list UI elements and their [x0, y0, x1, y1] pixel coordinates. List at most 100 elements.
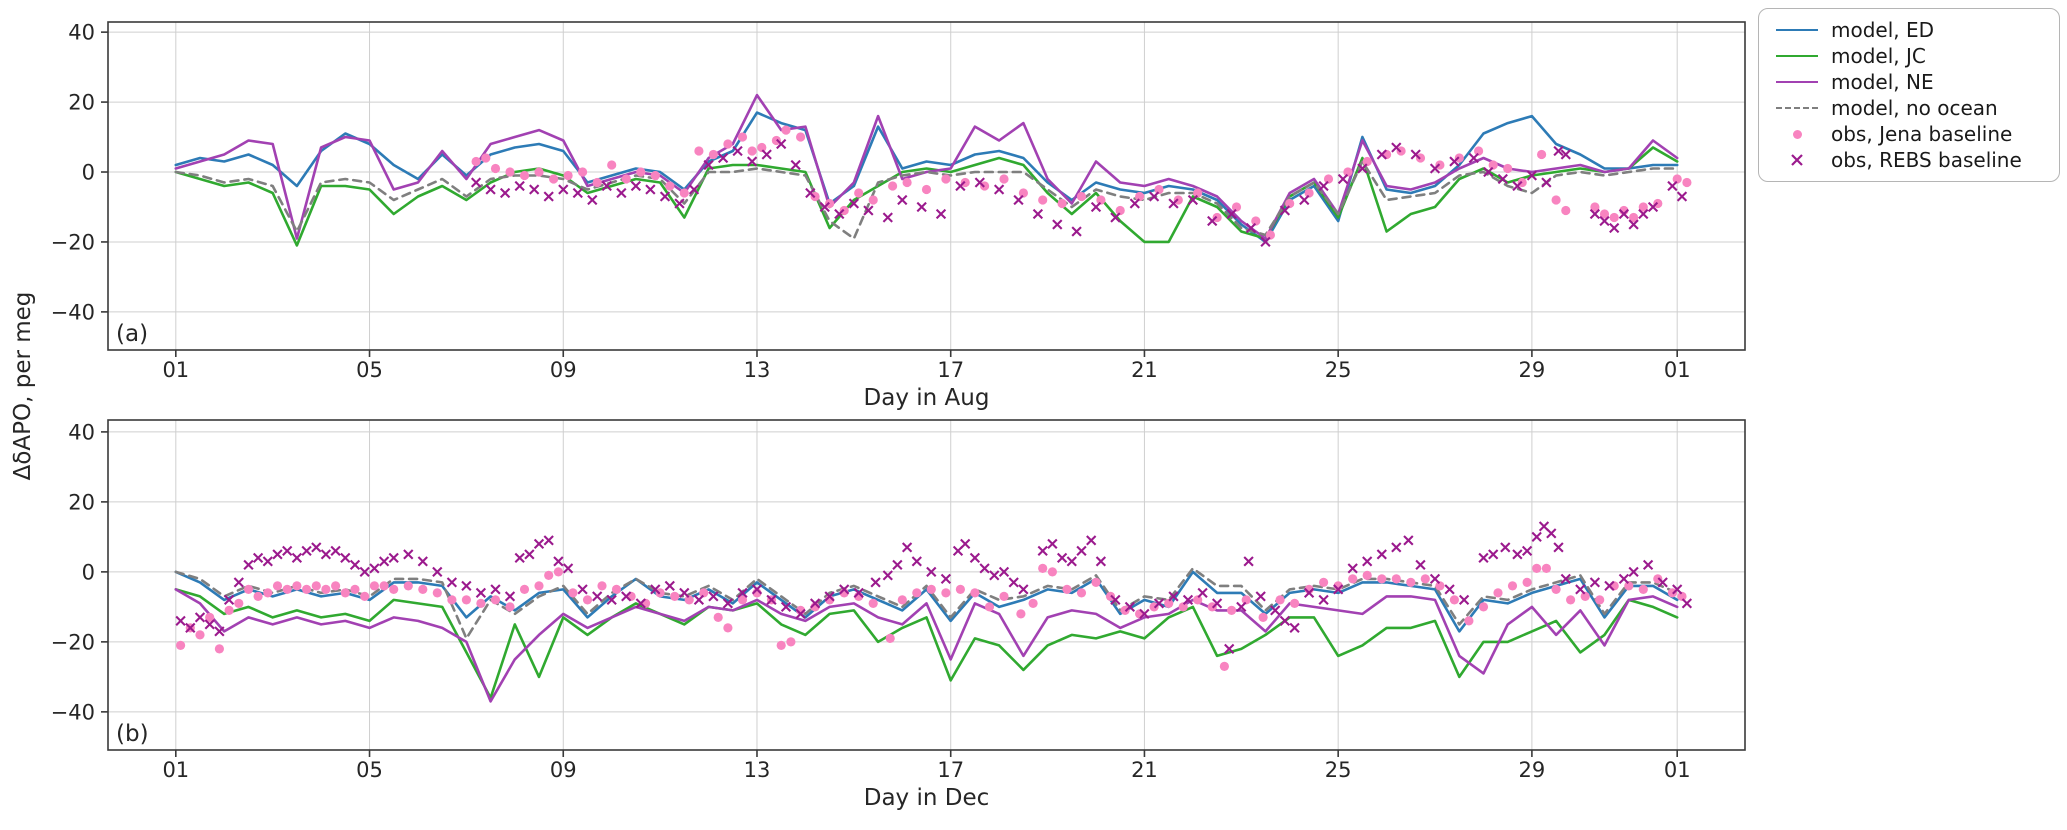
legend-item-label: model, JC	[1831, 44, 1926, 68]
obs-jena-point	[1241, 595, 1251, 605]
obs-jena-point	[1609, 581, 1619, 591]
obs-rebs-point	[1357, 163, 1368, 174]
obs-jena-point	[1493, 588, 1503, 598]
obs-rebs-point	[1168, 591, 1179, 602]
obs-jena-point	[534, 581, 544, 591]
panel-a: 01 05 09 13 17 21 25 29 01 40 20 0 −20 −40 Day in Aug (…	[51, 21, 1746, 411]
obs-rebs-point	[1512, 180, 1523, 192]
panel-label: (b)	[116, 721, 149, 747]
series-model-JC	[174, 588, 1679, 700]
obs-jena-point	[476, 598, 486, 609]
obs-rebs-point	[1303, 587, 1315, 599]
obs-jena-point	[1193, 188, 1203, 198]
y-tick-label: 20	[68, 91, 95, 115]
obs-rebs-point	[630, 180, 642, 192]
obs-jena-point	[1362, 570, 1372, 581]
obs-jena-point	[1507, 581, 1518, 591]
obs-rebs-point	[185, 622, 196, 634]
obs-jena-point	[1290, 598, 1300, 609]
x-tick-label: 13	[744, 358, 771, 382]
obs-jena-point	[781, 125, 791, 135]
obs-jena-point	[626, 591, 636, 602]
obs-jena-point	[1178, 602, 1188, 612]
x-tick-label: 29	[1519, 358, 1546, 382]
obs-rebs-point	[432, 566, 443, 578]
obs-rebs-point	[1008, 577, 1019, 588]
obs-rebs-point	[703, 159, 714, 171]
obs-jena-point	[885, 633, 895, 644]
obs-jena-point	[897, 595, 907, 605]
obs-jena-point	[1449, 595, 1459, 605]
obs-rebs-point	[1318, 594, 1329, 606]
line-swatch-icon	[1769, 29, 1825, 31]
obs-jena-point	[1135, 609, 1145, 619]
legend-item-model-ed: model, ED	[1769, 17, 2047, 43]
obs-rebs-point	[974, 177, 985, 188]
y-tick-label: 0	[82, 161, 95, 185]
obs-jena-point	[699, 588, 709, 598]
dot-marker-swatch-icon	[1769, 129, 1825, 139]
obs-jena-point	[970, 588, 980, 598]
obs-rebs-point	[1056, 552, 1068, 564]
line-swatch-icon	[1769, 81, 1825, 83]
x-tick-label: 05	[356, 758, 383, 782]
obs-jena-point	[621, 174, 631, 184]
obs-jena-point	[282, 584, 292, 595]
obs-rebs-point	[1299, 194, 1310, 206]
obs-jena-point	[1566, 595, 1576, 605]
obs-jena-point	[1599, 209, 1610, 219]
obs-jena-point	[369, 581, 379, 591]
series-model-ED	[174, 111, 1679, 244]
x-tick-label: 21	[1131, 358, 1158, 382]
obs-jena-point	[1115, 205, 1125, 216]
obs-rebs-point	[558, 184, 569, 195]
obs-jena-point	[888, 181, 898, 191]
obs-jena-point	[1532, 563, 1542, 574]
obs-jena-point	[1018, 188, 1028, 198]
obs-rebs-point	[969, 552, 981, 564]
obs-rebs-point	[650, 584, 661, 595]
x-tick-label: 25	[1325, 758, 1352, 782]
obs-rebs-point	[897, 194, 908, 206]
obs-rebs-point	[1187, 194, 1199, 206]
obs-jena-point	[723, 623, 733, 633]
obs-rebs-point	[674, 198, 685, 209]
obs-rebs-point	[577, 584, 588, 595]
obs-rebs-point	[553, 556, 564, 567]
obs-jena-point	[921, 184, 932, 195]
obs-jena-point	[1323, 174, 1334, 184]
obs-rebs-point	[911, 556, 922, 567]
obs-jena-point	[311, 581, 321, 591]
obs-rebs-point	[664, 580, 675, 592]
obs-jena-point	[461, 595, 471, 605]
obs-jena-point	[1251, 216, 1261, 226]
obs-rebs-point	[1270, 605, 1281, 616]
obs-rebs-point	[587, 194, 598, 206]
obs-rebs-point	[1458, 594, 1470, 606]
obs-rebs-point	[1013, 194, 1024, 206]
obs-rebs-point	[839, 584, 850, 595]
obs-rebs-point	[1642, 559, 1654, 571]
obs-rebs-point	[1560, 573, 1571, 585]
obs-jena-point	[747, 146, 757, 156]
obs-rebs-point	[1531, 531, 1542, 543]
obs-rebs-point	[272, 549, 283, 560]
obs-jena-point	[737, 132, 748, 142]
obs-jena-point	[1551, 195, 1561, 205]
obs-rebs-point	[955, 180, 966, 192]
obs-jena-point	[786, 637, 796, 647]
obs-rebs-point	[848, 198, 860, 209]
obs-jena-point	[1076, 191, 1087, 202]
obs-jena-point	[292, 581, 302, 591]
obs-jena-point	[1258, 612, 1268, 623]
obs-rebs-point	[1037, 545, 1048, 557]
obs-rebs-point	[989, 570, 1000, 581]
obs-rebs-point	[1429, 163, 1441, 174]
obs-jena-point	[1062, 584, 1072, 595]
obs-rebs-point	[795, 608, 806, 620]
series-model-no-ocean	[174, 567, 1679, 640]
obs-rebs-point	[809, 598, 821, 609]
obs-rebs-point	[1168, 198, 1179, 209]
obs-jena-point	[263, 588, 273, 598]
obs-rebs-point	[1224, 643, 1235, 655]
